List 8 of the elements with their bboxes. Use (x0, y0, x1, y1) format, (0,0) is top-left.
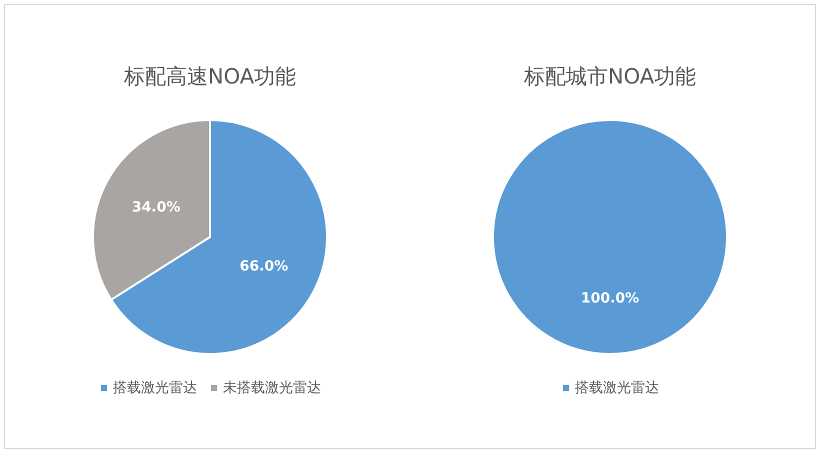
legend-label: 搭载激光雷达 (575, 380, 659, 396)
data-label: 100.0% (580, 290, 640, 306)
legend-label: 搭载激光雷达 (113, 380, 197, 396)
legend-label: 未搭载激光雷达 (223, 380, 321, 396)
chart-title: 标配城市NOA功能 (522, 64, 696, 88)
data-label: 66.0% (240, 258, 288, 275)
chart-title: 标配高速NOA功能 (122, 64, 296, 88)
data-label: 34.0% (132, 199, 180, 216)
